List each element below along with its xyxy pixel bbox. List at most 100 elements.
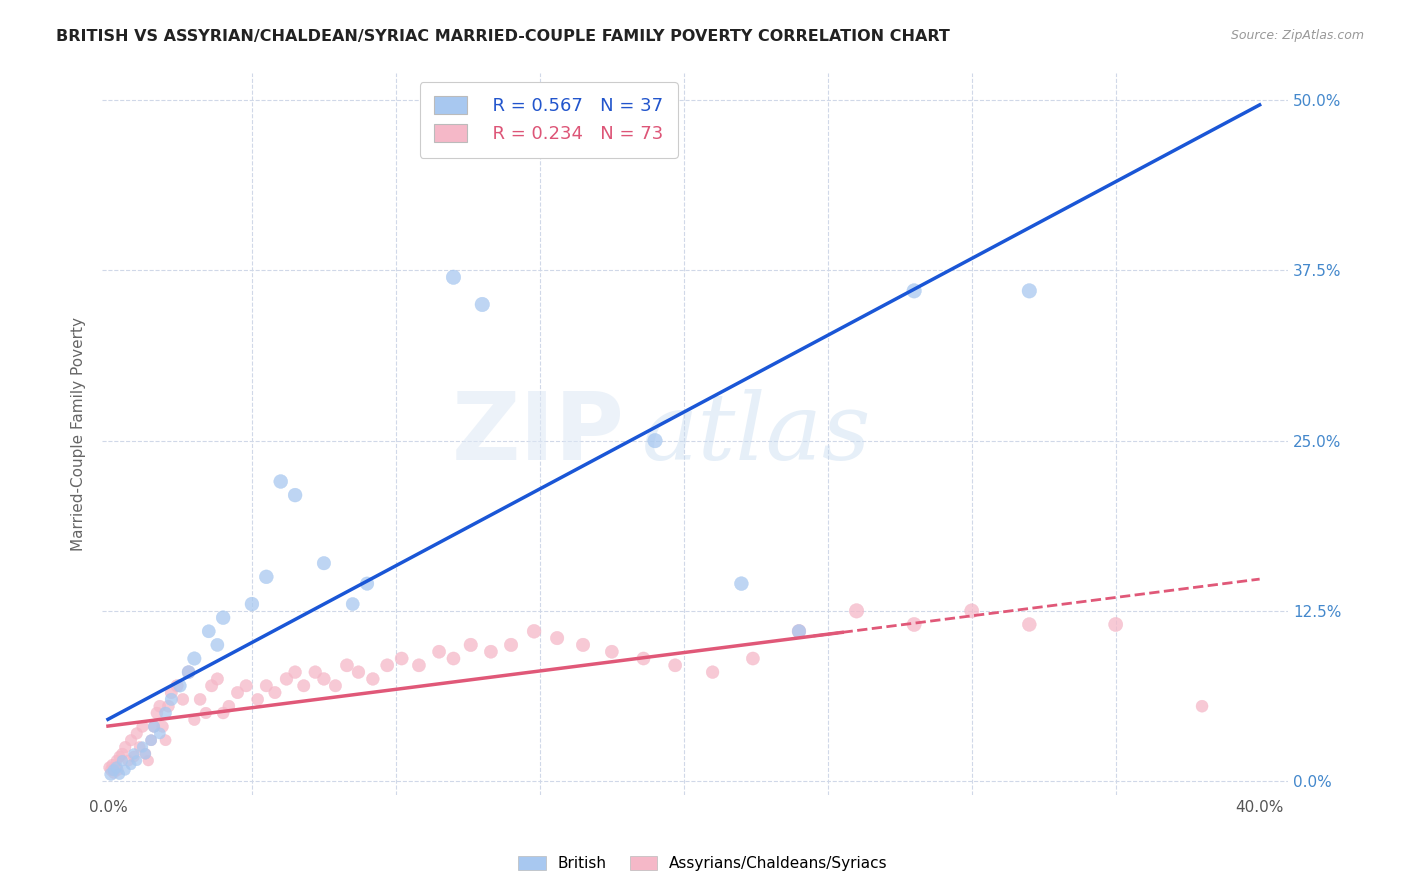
Point [633, 651, 655, 665]
Point [960, 604, 983, 618]
Point [523, 624, 546, 639]
Point [169, 679, 191, 693]
Point [557, 120, 579, 135]
Point [471, 297, 494, 311]
Point [741, 651, 763, 665]
Point [98, 760, 121, 774]
Point [304, 665, 326, 680]
Point [146, 706, 169, 720]
Point [254, 679, 277, 693]
Point [134, 747, 156, 761]
Point [111, 754, 134, 768]
Point [166, 679, 188, 693]
Point [188, 692, 211, 706]
Point [101, 757, 124, 772]
Point [479, 645, 502, 659]
Point [1191, 699, 1213, 714]
Point [270, 475, 292, 489]
Point [361, 672, 384, 686]
Point [325, 679, 347, 693]
Point [100, 763, 122, 777]
Point [1018, 284, 1040, 298]
Point [391, 651, 413, 665]
Point [149, 726, 172, 740]
Point [136, 754, 159, 768]
Legend: British, Assyrians/Chaldeans/Syriacs: British, Assyrians/Chaldeans/Syriacs [512, 849, 894, 877]
Point [172, 692, 194, 706]
Point [644, 434, 666, 448]
Point [312, 672, 335, 686]
Point [108, 767, 131, 781]
Point [600, 645, 623, 659]
Point [107, 763, 129, 777]
Point [183, 651, 205, 665]
Point [117, 754, 139, 768]
Point [336, 658, 359, 673]
Point [254, 570, 277, 584]
Point [276, 672, 298, 686]
Point [105, 754, 128, 768]
Point [664, 658, 686, 673]
Point [284, 488, 307, 502]
Point [787, 624, 810, 639]
Y-axis label: Married-Couple Family Poverty: Married-Couple Family Poverty [72, 317, 86, 551]
Point [114, 763, 136, 777]
Point [201, 679, 224, 693]
Point [104, 760, 127, 774]
Point [375, 658, 398, 673]
Point [122, 749, 145, 764]
Point [207, 638, 229, 652]
Legend:   R = 0.567   N = 37,   R = 0.234   N = 73: R = 0.567 N = 37, R = 0.234 N = 73 [419, 82, 678, 158]
Point [903, 617, 925, 632]
Point [141, 733, 163, 747]
Point [160, 685, 183, 699]
Point [903, 284, 925, 298]
Point [128, 739, 150, 754]
Point [108, 749, 131, 764]
Point [342, 597, 364, 611]
Point [292, 679, 315, 693]
Point [120, 733, 142, 747]
Point [157, 699, 180, 714]
Point [264, 685, 287, 699]
Point [212, 706, 235, 720]
Point [499, 638, 522, 652]
Point [114, 739, 136, 754]
Point [427, 645, 450, 659]
Point [152, 720, 174, 734]
Point [149, 699, 172, 714]
Point [125, 754, 148, 768]
Point [218, 699, 240, 714]
Point [1018, 617, 1040, 632]
Point [443, 270, 465, 285]
Point [546, 631, 568, 645]
Point [443, 651, 465, 665]
Point [134, 747, 156, 761]
Point [197, 624, 219, 639]
Point [125, 726, 148, 740]
Point [702, 665, 724, 680]
Point [408, 658, 430, 673]
Point [105, 760, 128, 774]
Point [356, 576, 378, 591]
Point [155, 706, 177, 720]
Point [194, 706, 217, 720]
Point [212, 610, 235, 624]
Point [177, 665, 200, 680]
Point [235, 679, 257, 693]
Point [120, 757, 142, 772]
Point [131, 739, 153, 754]
Point [787, 624, 810, 639]
Point [312, 556, 335, 570]
Text: Source: ZipAtlas.com: Source: ZipAtlas.com [1230, 29, 1364, 42]
Point [240, 597, 263, 611]
Point [131, 720, 153, 734]
Point [122, 747, 145, 761]
Point [141, 733, 163, 747]
Point [207, 672, 229, 686]
Point [143, 720, 166, 734]
Text: atlas: atlas [643, 389, 872, 479]
Point [226, 685, 249, 699]
Point [284, 665, 307, 680]
Point [183, 713, 205, 727]
